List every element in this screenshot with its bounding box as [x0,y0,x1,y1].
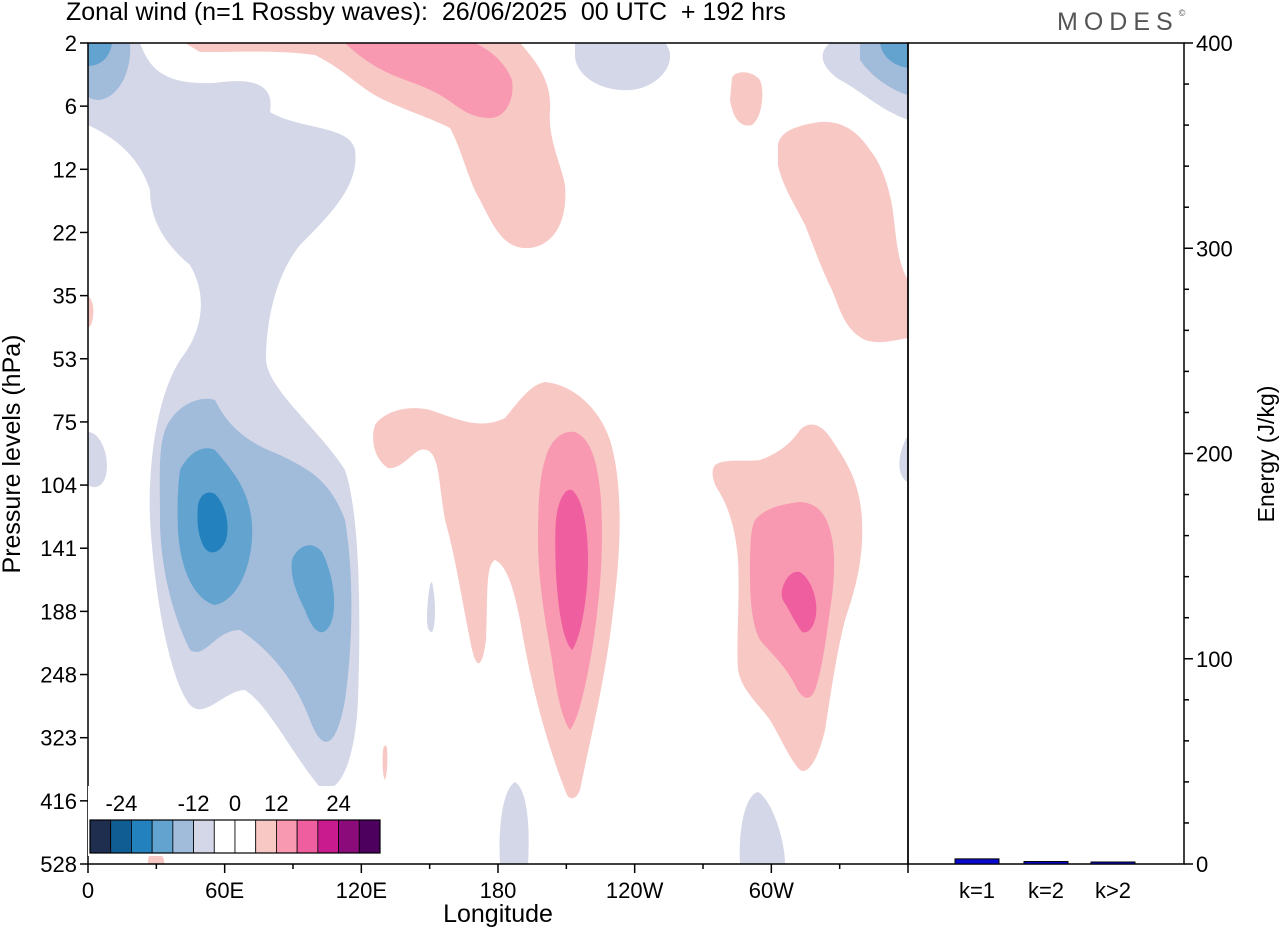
y-tick-label: 248 [40,663,77,688]
y-tick-label: 12 [53,157,77,182]
chart-title: Zonal wind (n=1 Rossby waves): 26/06/202… [66,0,786,26]
energy-tick-label: 0 [1196,852,1208,877]
colorbar-cells [89,819,381,854]
contour-light-pink-speck [382,745,388,780]
colorbar-legend: -24 -12 0 12 24 [88,786,381,856]
energy-category-label: k>2 [1095,878,1131,903]
y-tick-label: 22 [53,220,77,245]
colorbar-cell [89,819,112,854]
contour-light-blue-bottom-2 [739,792,785,864]
y-axis-pressure: 2 6 12 22 35 53 75 104 141 188 248 323 416 528 [40,31,88,877]
contour-light-blue-bottom-1 [499,782,529,864]
x-tick-label: 120E [336,878,387,903]
colorbar-label: 0 [229,791,241,816]
colorbar-cell [276,819,298,854]
x-tick-label: 60W [749,878,794,903]
x-tick-label: 120W [606,878,664,903]
colorbar-cell [234,819,257,854]
energy-tick-label: 300 [1196,236,1233,261]
energy-bar [1090,861,1136,865]
y-tick-label: 75 [53,410,77,435]
y-tick-label: 528 [40,852,77,877]
energy-axis-title: Energy (J/kg) [1253,386,1279,523]
modes-logo: MODES© [1057,8,1186,36]
x-tick-label: 0 [82,878,94,903]
colorbar-cell [213,819,236,854]
energy-category-label: k=2 [1028,878,1064,903]
colorbar-label: 24 [326,791,350,816]
contour-light-pink-small [730,72,763,126]
colorbar-cell [151,819,174,854]
y-tick-label: 53 [53,347,77,372]
contour-light-blue-left-edge [88,432,107,488]
contour-light-blue-top-mid [575,43,671,91]
contour-pink-2-upper [345,43,513,118]
colorbar-label: -24 [106,791,138,816]
contour-light-blue-right-edge [899,435,908,482]
colorbar-cell [296,819,319,854]
colorbar-cell [317,819,339,854]
energy-panel-frame [907,42,1185,865]
colorbar-labels: -24 -12 0 12 24 [106,791,351,816]
colorbar-outline [89,819,381,854]
x-axis-title: Longitude [443,900,553,928]
y-axis-title: Pressure levels (hPa) [0,335,26,574]
y-tick-label: 188 [40,599,77,624]
contour-blue-3-core [197,492,228,553]
contour-field [88,43,908,864]
energy-tick-label: 400 [1196,31,1233,56]
colorbar-label: -12 [178,791,210,816]
contour-blue-4-east [291,545,335,633]
energy-bar [1023,861,1069,865]
contour-pink-3-east-pac [781,571,817,633]
energy-category-label: k=1 [959,878,995,903]
colorbar-cell [193,819,215,854]
y-axis-energy: 0 100 200 300 400 [1184,31,1233,877]
energy-tick-label: 200 [1196,442,1233,467]
colorbar-cell [255,819,277,854]
contour-blue-4-top-right [880,43,908,68]
y-tick-label: 323 [40,726,77,751]
contour-light-blue-speck [427,581,435,632]
energy-bar [954,858,1000,865]
y-tick-label: 141 [40,536,77,561]
y-tick-label: 2 [65,31,77,56]
colorbar-cell [172,819,194,854]
y-tick-label: 416 [40,789,77,814]
y-tick-label: 6 [65,94,77,119]
x-tick-label: 180 [480,878,517,903]
colorbar-label: 12 [264,791,288,816]
energy-bars [954,858,1136,865]
contour-light-pink-left-edge [88,296,94,328]
energy-bar-labels: k=1 k=2 k>2 [959,878,1131,903]
energy-tick-label: 100 [1196,647,1233,672]
contour-light-pink-upper-right [778,121,908,343]
colorbar-cell [110,819,132,854]
contour-pink-3-west-pac [555,489,588,650]
contour-blue-4-top-left [88,43,112,66]
colorbar-cell [131,819,153,854]
y-tick-label: 35 [53,284,77,309]
colorbar-cell [338,819,360,854]
x-tick-label: 60E [205,878,244,903]
x-axis-longitude: 0 60E 120E 180 120W 60W [82,864,909,903]
y-tick-label: 104 [40,473,77,498]
colorbar-cell [358,819,381,854]
